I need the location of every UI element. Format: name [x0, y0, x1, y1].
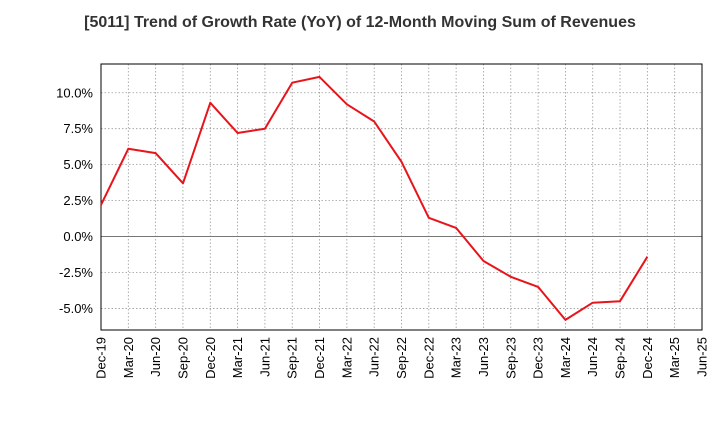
- y-tick-label: 2.5%: [63, 193, 93, 208]
- x-tick-label: Jun-22: [367, 337, 382, 377]
- series-layer: [100, 75, 649, 321]
- x-tick-label: Dec-20: [203, 337, 218, 379]
- y-tick-label: -2.5%: [59, 265, 93, 280]
- x-tick-label: Dec-23: [531, 337, 546, 379]
- x-tick-label: Jun-20: [148, 337, 163, 377]
- y-tick-label: 0.0%: [63, 229, 93, 244]
- chart-title: [5011] Trend of Growth Rate (YoY) of 12-…: [84, 14, 636, 31]
- y-tick-label: 5.0%: [63, 157, 93, 172]
- x-tick-label: Dec-19: [94, 337, 109, 379]
- y-tick-label: 7.5%: [63, 121, 93, 136]
- x-tick-label: Dec-22: [421, 337, 436, 379]
- x-tick-label: Jun-24: [585, 337, 600, 377]
- x-tick-label: Mar-25: [667, 337, 682, 378]
- x-tick-label: Mar-24: [558, 337, 573, 378]
- y-tick-label: 10.0%: [56, 85, 93, 100]
- x-tick-label: Mar-22: [339, 337, 354, 378]
- x-tick-label: Mar-20: [121, 337, 136, 378]
- x-tick-label: Jun-23: [476, 337, 491, 377]
- x-tick-label: Dec-24: [640, 337, 655, 379]
- x-tick-label: Mar-21: [230, 337, 245, 378]
- grid-lines: [101, 64, 702, 330]
- x-tick-label: Sep-24: [613, 337, 628, 379]
- x-axis-ticks: Dec-19 Mar-20 Jun-20 Sep-20 Dec-20 Mar-21 Jun-…: [94, 337, 710, 379]
- series-line: [100, 75, 649, 321]
- x-tick-label: Sep-21: [285, 337, 300, 379]
- x-tick-label: Sep-23: [503, 337, 518, 379]
- y-tick-label: -5.0%: [59, 301, 93, 316]
- plot-frame: [100, 63, 703, 331]
- x-tick-label: Jun-25: [695, 337, 710, 377]
- x-tick-label: Dec-21: [312, 337, 327, 379]
- y-axis-ticks: 10.0% 7.5% 5.0% 2.5% 0.0% -2.5% -5.0%: [56, 85, 93, 316]
- x-tick-label: Sep-22: [394, 337, 409, 379]
- x-tick-label: Mar-23: [449, 337, 464, 378]
- x-tick-label: Jun-21: [257, 337, 272, 377]
- x-tick-label: Sep-20: [175, 337, 190, 379]
